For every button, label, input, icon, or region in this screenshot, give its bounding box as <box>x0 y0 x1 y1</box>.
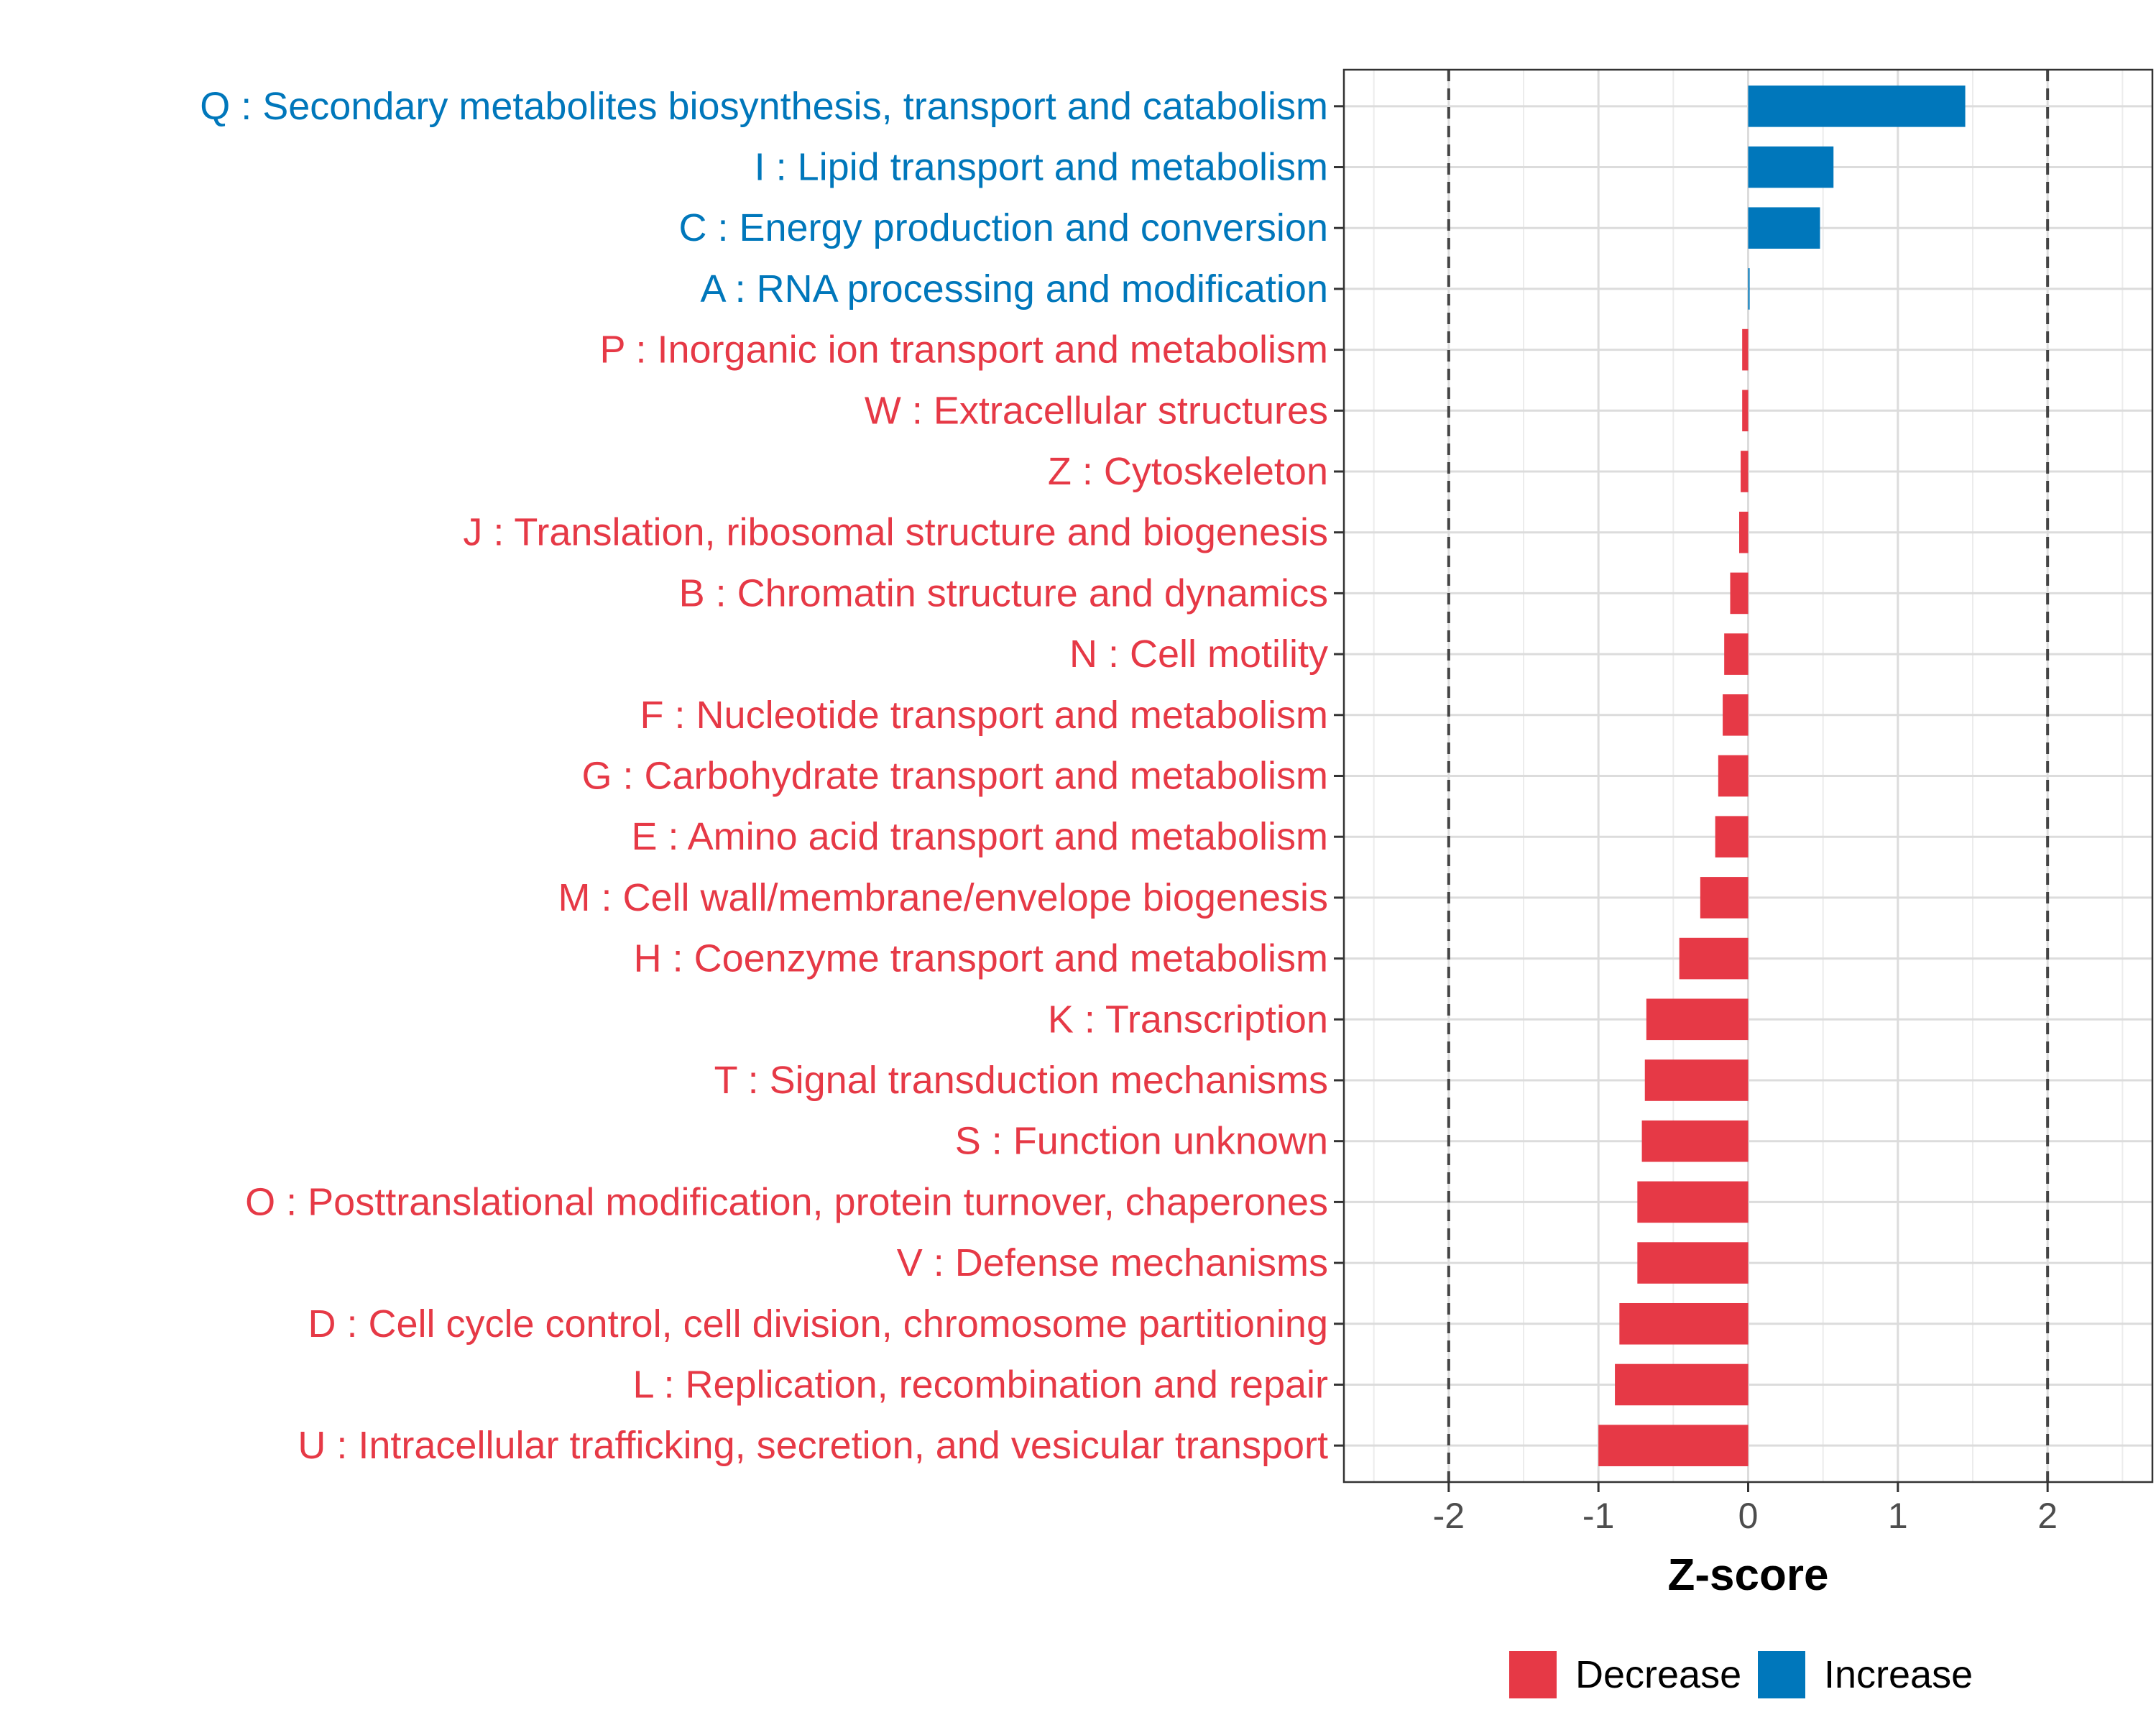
bar <box>1641 1120 1749 1162</box>
x-tick-label: 1 <box>1888 1496 1908 1536</box>
bar <box>1679 937 1749 980</box>
category-label: H : Coenzyme transport and metabolism <box>634 937 1328 980</box>
bar <box>1644 1059 1749 1101</box>
bar <box>1646 998 1749 1041</box>
legend-label: Decrease <box>1575 1653 1741 1696</box>
category-label: V : Defense mechanisms <box>897 1241 1328 1284</box>
bar <box>1718 755 1749 797</box>
bar <box>1700 877 1749 919</box>
legend-label: Increase <box>1824 1653 1973 1696</box>
x-axis-ticks: -2 -1 0 1 2 <box>1433 1482 2058 1536</box>
bar <box>1724 633 1749 675</box>
bar <box>1741 451 1749 492</box>
category-label: G : Carbohydrate transport and metabolis… <box>582 755 1329 798</box>
category-label: C : Energy production and conversion <box>678 206 1328 249</box>
category-label: U : Intracellular trafficking, secretion… <box>298 1424 1328 1467</box>
bar <box>1723 694 1749 736</box>
category-label: O : Posttranslational modification, prot… <box>245 1180 1328 1223</box>
category-label: Q : Secondary metabolites biosynthesis, … <box>200 85 1328 128</box>
bar <box>1748 207 1820 249</box>
category-label: Z : Cytoskeleton <box>1048 450 1328 493</box>
category-label: J : Translation, ribosomal structure and… <box>463 511 1328 554</box>
bar <box>1739 511 1749 553</box>
category-labels: Q : Secondary metabolites biosynthesis, … <box>200 85 1328 1467</box>
x-tick-label: -1 <box>1583 1496 1614 1536</box>
legend-swatch <box>1758 1651 1805 1698</box>
bar <box>1742 328 1749 371</box>
bar <box>1748 268 1750 310</box>
bar <box>1730 572 1749 615</box>
category-label: L : Replication, recombination and repai… <box>632 1363 1328 1406</box>
bar <box>1748 86 1966 127</box>
category-label: A : RNA processing and modification <box>701 267 1328 310</box>
bar <box>1715 816 1749 857</box>
category-label: F : Nucleotide transport and metabolism <box>640 694 1328 737</box>
bar <box>1637 1242 1749 1284</box>
category-label: T : Signal transduction mechanisms <box>714 1059 1328 1102</box>
x-axis-title: Z-score <box>1668 1550 1829 1600</box>
x-tick-label: -2 <box>1433 1496 1465 1536</box>
bar <box>1637 1181 1749 1223</box>
legend-swatch <box>1509 1651 1557 1698</box>
category-label: K : Transcription <box>1048 998 1328 1041</box>
category-label: E : Amino acid transport and metabolism <box>632 815 1328 858</box>
legend: Decrease Increase <box>1509 1651 1973 1698</box>
bar <box>1598 1425 1749 1466</box>
x-tick-label: 2 <box>2037 1496 2058 1536</box>
reference-lines <box>1447 70 2050 1482</box>
category-label: B : Chromatin structure and dynamics <box>679 571 1328 615</box>
bar <box>1748 146 1834 188</box>
category-label: M : Cell wall/membrane/envelope biogenes… <box>558 876 1328 919</box>
bar <box>1619 1302 1749 1345</box>
category-label: W : Extracellular structures <box>865 389 1328 432</box>
category-label: N : Cell motility <box>1069 632 1328 676</box>
category-label: S : Function unknown <box>955 1120 1328 1163</box>
category-label: P : Inorganic ion transport and metaboli… <box>599 328 1328 372</box>
category-label: D : Cell cycle control, cell division, c… <box>308 1302 1328 1346</box>
bar <box>1742 390 1749 432</box>
bar <box>1615 1363 1749 1406</box>
bars <box>1598 86 1966 1466</box>
y-axis-ticks <box>1334 105 1344 1447</box>
x-tick-label: 0 <box>1738 1496 1759 1536</box>
category-label: I : Lipid transport and metabolism <box>755 146 1328 189</box>
